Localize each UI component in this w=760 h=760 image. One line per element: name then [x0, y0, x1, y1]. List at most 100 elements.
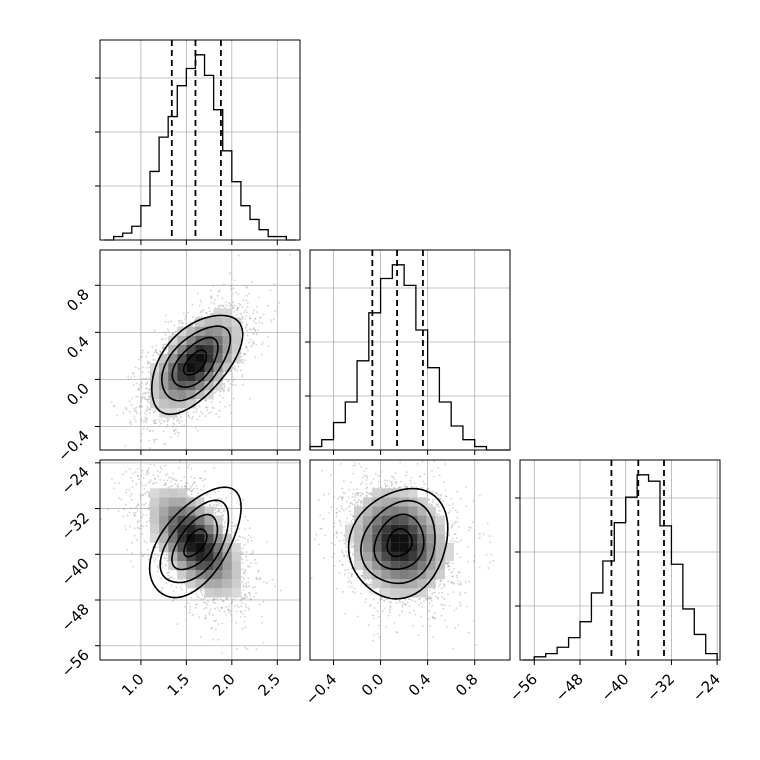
scatter-param-1-vs-2-point: [289, 253, 291, 256]
scatter-param-1-vs-3-point: [197, 492, 200, 495]
scatter-param-1-vs-3-point: [241, 552, 244, 555]
scatter-param-1-vs-2-point: [127, 375, 130, 378]
scatter-param-1-vs-3-point: [148, 519, 151, 522]
scatter-param-1-vs-3-point: [244, 597, 247, 600]
scatter-param-1-vs-3-point: [212, 504, 215, 506]
scatter-param-1-vs-3-point: [190, 485, 193, 488]
scatter-param-1-vs-3-point: [222, 600, 224, 602]
scatter-param-1-vs-2-density-cell: [177, 344, 187, 354]
scatter-param-1-vs-2-point: [218, 290, 220, 293]
hist-param-1-bar: [205, 75, 214, 240]
scatter-param-1-vs-2-point: [148, 388, 151, 391]
scatter-param-1-vs-3-point: [192, 487, 195, 490]
scatter-param-1-vs-3-point: [279, 589, 282, 592]
scatter-param-1-vs-3-point: [235, 621, 238, 624]
scatter-param-1-vs-2-point: [216, 294, 219, 297]
scatter-param-1-vs-3-point: [258, 603, 261, 606]
scatter-param-1-vs-3-point: [204, 617, 206, 620]
scatter-param-1-vs-2-point: [239, 312, 242, 315]
scatter-param-1-vs-2-point: [239, 304, 242, 306]
scatter-param-1-vs-2-density-cell: [168, 390, 178, 400]
scatter-param-1-vs-3-point: [130, 507, 133, 510]
scatter-param-1-vs-2-density-cell: [159, 353, 169, 363]
scatter-param-1-vs-2-point: [177, 418, 180, 421]
scatter-param-1-vs-2-point: [250, 345, 253, 348]
scatter-param-1-vs-3-point: [243, 597, 246, 600]
scatter-param-1-vs-3-point: [167, 574, 170, 577]
scatter-param-1-vs-3-point: [160, 468, 163, 471]
scatter-param-1-vs-3-point: [125, 491, 127, 494]
scatter-param-1-vs-2-point: [141, 395, 144, 398]
scatter-param-1-vs-2-point: [228, 390, 230, 392]
scatter-param-1-vs-3-point: [250, 552, 253, 555]
scatter-param-1-vs-2-point: [158, 420, 161, 423]
scatter-param-1-vs-3-point: [147, 491, 150, 494]
scatter-param-1-vs-2-point: [173, 333, 176, 336]
scatter-param-1-vs-2-point: [145, 387, 148, 389]
scatter-param-1-vs-3-point: [213, 467, 216, 470]
scatter-param-1-vs-2-frame: [99, 249, 301, 451]
scatter-param-1-vs-2-point: [254, 317, 256, 320]
scatter-param-1-vs-2-point: [262, 341, 265, 344]
scatter-param-1-vs-2-point: [215, 413, 218, 415]
scatter-param-1-vs-2-contour: [171, 336, 219, 389]
scatter-param-1-vs-2-point: [155, 351, 158, 353]
scatter-param-1-vs-2-point: [142, 392, 145, 395]
scatter-param-1-vs-2-point: [218, 409, 221, 412]
hist-param-1-bar: [159, 137, 168, 240]
scatter-param-1-vs-2-point: [248, 398, 251, 400]
scatter-param-1-vs-2-point: [163, 344, 165, 347]
scatter-param-1-vs-2-point: [214, 391, 217, 393]
scatter-param-1-vs-2-point: [222, 371, 225, 374]
scatter-param-1-vs-2-density-cell: [204, 326, 214, 336]
scatter-param-1-vs-2-point: [244, 345, 247, 348]
scatter-param-1-vs-2-point: [210, 411, 212, 413]
scatter-param-1-vs-2-density-cell: [177, 390, 187, 400]
scatter-param-1-vs-2-density-cell: [186, 326, 196, 336]
scatter-param-1-vs-3-point: [164, 484, 167, 487]
scatter-param-1-vs-2-point: [178, 320, 180, 322]
scatter-param-1-vs-3-point: [242, 597, 244, 600]
scatter-param-1-vs-2-point: [246, 306, 249, 308]
scatter-param-1-vs-2-point: [166, 420, 169, 423]
scatter-param-1-vs-2-point: [222, 304, 225, 307]
scatter-param-1-vs-2-point: [237, 363, 239, 365]
hist-param-2-step: [309, 264, 510, 451]
scatter-param-1-vs-2-point: [137, 388, 140, 391]
scatter-param-1-vs-2-point: [152, 354, 154, 357]
scatter-param-1-vs-2-point: [140, 399, 143, 402]
scatter-param-1-vs-2-point: [165, 337, 167, 340]
scatter-param-1-vs-2-point: [254, 356, 257, 359]
scatter-param-1-vs-2-density-cell: [213, 326, 223, 336]
scatter-param-1-vs-2-point: [182, 322, 184, 325]
scatter-param-1-vs-3-point: [201, 594, 204, 597]
scatter-param-1-vs-3-point: [232, 525, 235, 527]
scatter-param-1-vs-2-point: [152, 411, 155, 414]
scatter-param-1-vs-2-point: [256, 311, 258, 314]
scatter-param-1-vs-3-point: [164, 482, 167, 484]
scatter-param-1-vs-2-density-cell: [168, 399, 178, 409]
scatter-param-1-vs-3-point: [152, 474, 155, 476]
scatter-param-1-vs-3-point: [217, 623, 220, 625]
scatter-param-1-vs-2-point: [174, 432, 177, 435]
scatter-param-1-vs-3-point: [190, 490, 193, 493]
scatter-param-1-vs-2-point: [249, 316, 252, 319]
scatter-param-1-vs-2-point: [255, 343, 258, 346]
scatter-param-1-vs-3-point: [216, 510, 219, 513]
scatter-param-1-vs-2-point: [222, 388, 225, 391]
hist-param-3-bar: [706, 654, 717, 660]
scatter-param-1-vs-2-density-cell: [195, 353, 205, 363]
scatter-param-1-vs-3-point: [175, 479, 178, 482]
scatter-param-1-vs-3-point: [220, 606, 223, 609]
scatter-param-1-vs-2-point: [253, 327, 256, 330]
scatter-param-1-vs-2-point: [137, 387, 140, 390]
scatter-param-1-vs-3-point: [200, 489, 203, 491]
scatter-param-1-vs-3-point: [138, 478, 141, 481]
scatter-param-1-vs-2-density-cell: [222, 335, 232, 345]
hist-param-2-bar: [451, 426, 463, 450]
scatter-param-1-vs-2-point: [140, 439, 143, 442]
scatter-param-1-vs-2-density-cell: [150, 362, 160, 373]
scatter-param-1-vs-2-point: [236, 308, 239, 311]
scatter-param-1-vs-3-point: [140, 511, 142, 514]
scatter-param-1-vs-2-point: [146, 387, 148, 390]
